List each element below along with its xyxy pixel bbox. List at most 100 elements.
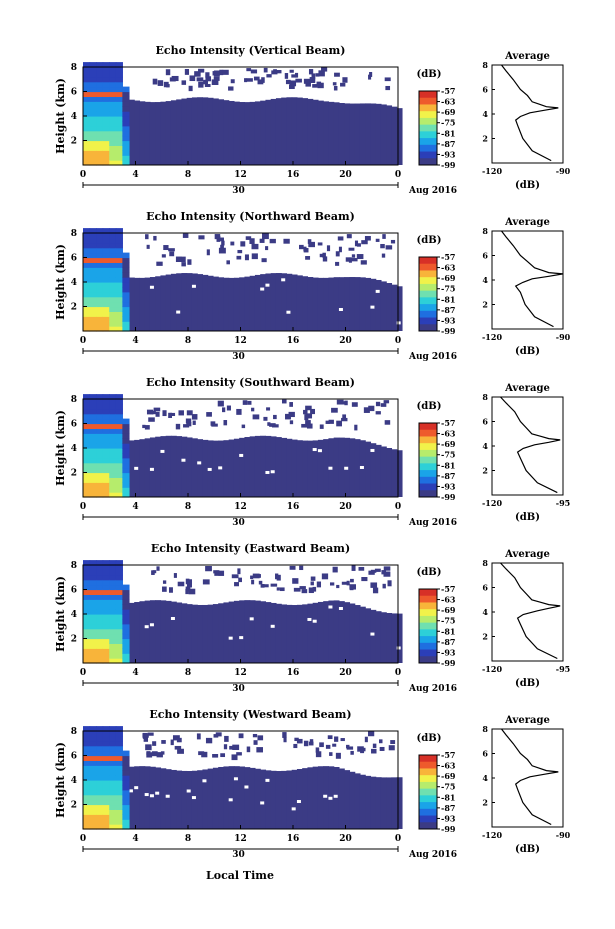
echo-cell (83, 794, 91, 801)
echo-patch (289, 565, 296, 570)
echo-cell (96, 252, 104, 259)
echo-cell (96, 819, 104, 825)
y-tick-label: 8 (71, 561, 77, 571)
echo-cell (109, 257, 117, 263)
colorbar-tick-label: -69 (441, 273, 456, 283)
echo-cell (102, 272, 110, 278)
echo-cell (109, 403, 117, 410)
echo-cell (96, 321, 104, 327)
echo-cell (89, 819, 97, 825)
echo-patch (219, 69, 224, 76)
echo-layer-cell (170, 100, 177, 165)
echo-patch (249, 238, 255, 244)
echo-patch (371, 748, 377, 754)
echo-cell (109, 760, 117, 766)
echo-cell (83, 237, 91, 244)
echo-cell (109, 140, 117, 146)
echo-patch (205, 76, 212, 82)
echo-cell (115, 780, 123, 786)
echo-layer-cell (396, 108, 403, 165)
echo-cell (115, 145, 123, 151)
echo-cell (89, 252, 97, 259)
echo-layer-cell (317, 100, 324, 165)
echo-cell (115, 116, 123, 122)
echo-cell (102, 819, 110, 825)
echo-patch (351, 258, 358, 262)
colorbar-tick-label: -75 (441, 782, 455, 792)
echo-cell (83, 760, 91, 766)
echo-cell (102, 62, 110, 68)
echo-cell (102, 277, 110, 283)
echo-patch (145, 234, 149, 240)
echo-cell (109, 448, 117, 454)
echo-patch (266, 74, 272, 78)
echo-cell (96, 394, 104, 400)
echo-patch (333, 86, 338, 91)
echo-patch (220, 237, 224, 242)
echo-cell (89, 96, 97, 102)
echo-cell (96, 86, 104, 93)
echo-cell (122, 135, 130, 142)
echo-patch (292, 578, 299, 584)
echo-layer-cell (370, 103, 377, 165)
echo-cell (109, 755, 117, 761)
echo-gap (149, 623, 154, 627)
y-tick-label: 8 (71, 229, 77, 239)
echo-cell (83, 135, 91, 142)
echo-patch (308, 241, 316, 248)
echo-cell (96, 482, 104, 488)
echo-cell (89, 809, 97, 815)
echo-cell (115, 482, 123, 488)
echo-cell (96, 155, 104, 161)
colorbar-frame (418, 90, 438, 166)
echo-cell (96, 71, 104, 78)
echo-cell (83, 418, 91, 425)
panel-1: Echo Intensity (Vertical Beam)2468Height… (54, 44, 571, 196)
echo-cell (109, 809, 117, 815)
colorbar-segment (419, 314, 437, 319)
y-tick-label: 2 (71, 469, 77, 479)
colorbar-tick-label: -93 (441, 647, 456, 657)
echo-layer-cell (128, 766, 135, 829)
echo-cell (96, 120, 104, 127)
echo-patch (275, 70, 282, 74)
colorbar-segment (419, 589, 437, 593)
echo-layer-cell (375, 611, 382, 663)
echo-cell (115, 394, 123, 400)
echo-layer-cell (307, 98, 314, 165)
date-label: Aug 2016 (408, 352, 457, 362)
echo-cell (122, 472, 130, 478)
echo-gap (396, 321, 401, 325)
echo-patch (222, 69, 229, 75)
colorbar-tick-label: -63 (441, 429, 456, 439)
echo-layer-cell (275, 98, 282, 165)
echo-cell (122, 487, 130, 493)
echo-cell (83, 735, 91, 742)
echo-cell (109, 618, 117, 625)
echo-cell (109, 237, 117, 244)
echo-layer-cell (312, 440, 319, 497)
echo-patch (351, 402, 358, 407)
echo-layer-cell (380, 612, 387, 663)
echo-gap (218, 466, 223, 470)
x-tick-label: 0 (80, 502, 86, 512)
echo-cell (89, 277, 97, 283)
echo-cell (122, 794, 130, 801)
echo-patch (223, 420, 228, 426)
x-tick-label: 4 (132, 668, 138, 678)
echo-cell (96, 658, 104, 664)
echo-layer-cell (302, 768, 309, 829)
echo-cell (83, 125, 91, 132)
echo-patch (295, 72, 299, 78)
echo-patch (379, 747, 383, 751)
echo-cell (83, 62, 91, 68)
echo-cell (96, 633, 104, 640)
echo-layer-cell (380, 104, 387, 165)
echo-cell (122, 643, 130, 649)
echo-cell (89, 740, 97, 747)
echo-patch (206, 249, 210, 256)
echo-patch (356, 254, 364, 260)
echo-patch (340, 738, 345, 742)
echo-cell (96, 291, 104, 298)
echo-cell (83, 306, 91, 312)
